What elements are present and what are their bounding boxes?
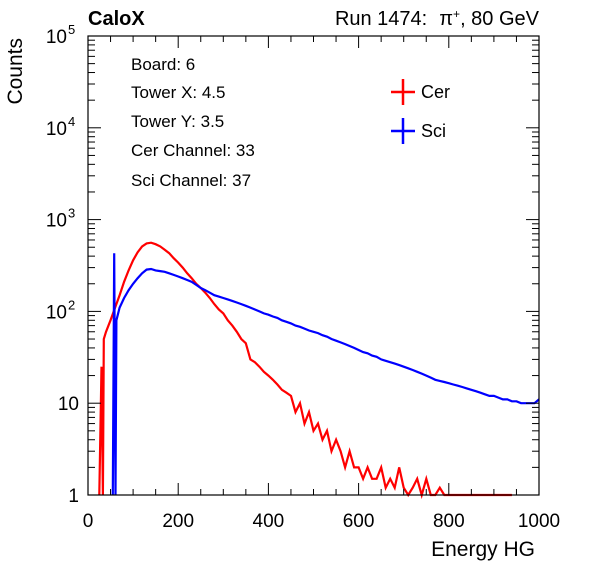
legend-label-sci: Sci: [421, 121, 446, 141]
y-tick-label: 10: [46, 27, 67, 48]
run-label: Run 1474: π+, 80 GeV: [335, 7, 540, 30]
y-tick-label: 1: [68, 486, 79, 507]
info-line-board: Board: 6: [131, 55, 195, 74]
x-tick-label: 0: [83, 511, 94, 532]
info-line-tower-y: Tower Y: 3.5: [131, 112, 224, 131]
info-box: Board: 6 Tower X: 4.5 Tower Y: 3.5 Cer C…: [131, 55, 255, 190]
y-tick-label: 10: [46, 302, 67, 323]
y-tick-exponent: 2: [68, 297, 75, 312]
info-line-tower-x: Tower X: 4.5: [131, 83, 226, 102]
beam-charge: +: [453, 7, 460, 21]
series-layer: [98, 241, 540, 500]
x-axis-title: Energy HG: [431, 538, 535, 561]
y-tick-exponent: 5: [68, 22, 75, 37]
info-line-sci-channel: Sci Channel: 37: [131, 171, 251, 190]
y-axis-title: Counts: [4, 38, 27, 105]
x-tick-label: 1000: [518, 511, 560, 532]
legend-label-cer: Cer: [421, 82, 450, 102]
legend: Cer Sci: [391, 79, 450, 144]
x-tick-label: 200: [162, 511, 194, 532]
x-tick-label: 400: [253, 511, 285, 532]
beam-energy: , 80 GeV: [460, 8, 540, 30]
series-line-sci: [111, 253, 540, 496]
y-tick-label: 10: [46, 119, 67, 140]
info-line-cer-channel: Cer Channel: 33: [131, 141, 255, 160]
y-tick-label: 10: [58, 394, 79, 415]
y-tick-label: 10: [46, 211, 67, 232]
run-number: Run 1474:: [335, 8, 427, 30]
beam-particle: π: [439, 8, 453, 30]
series-line-cer: [98, 241, 512, 500]
y-tick-exponent: 4: [68, 114, 75, 129]
y-tick-exponent: 3: [68, 206, 75, 221]
experiment-label: CaloX: [88, 8, 145, 30]
x-tick-label: 800: [433, 511, 465, 532]
x-tick-label: 600: [343, 511, 375, 532]
